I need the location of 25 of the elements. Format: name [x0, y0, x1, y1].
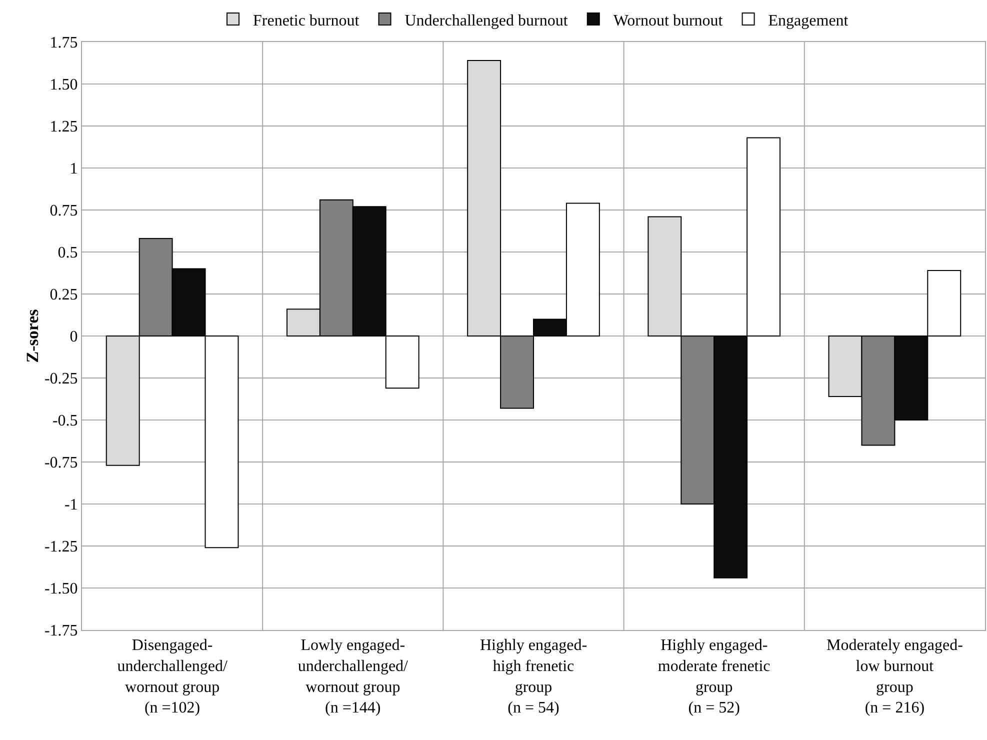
y-tick-label: -1.50 — [44, 580, 78, 598]
x-tick-label: Highly engaged- moderate frenetic group (n = 52) — [658, 637, 770, 717]
y-tick-label: 1.50 — [50, 76, 78, 94]
x-tick-label: Moderately engaged- low burnout group (n = 216) — [826, 637, 963, 717]
legend-label: Frenetic burnout — [253, 12, 360, 30]
y-tick-label: 1.25 — [50, 118, 78, 136]
y-tick-label: 1 — [70, 160, 78, 178]
x-tick-label: Lowly engaged- underchallenged/ wornout group (n =144) — [298, 637, 409, 717]
y-tick-label: -0.5 — [52, 412, 78, 430]
x-tick-label: Disengaged- underchallenged/ wornout group (n =102) — [117, 637, 228, 717]
y-tick-label: -1 — [64, 496, 78, 514]
y-axis-title: Z-sores — [23, 308, 42, 363]
y-tick-label: 0.25 — [50, 286, 78, 304]
y-tick-label: -0.25 — [44, 370, 78, 388]
legend-label: Wornout burnout — [613, 12, 724, 30]
x-tick-label: Highly engaged- high frenetic group (n = 54) — [480, 637, 588, 717]
y-tick-label: 0.5 — [58, 244, 78, 262]
legend-label: Underchallenged burnout — [404, 12, 568, 30]
y-tick-label: -0.75 — [44, 454, 78, 472]
y-tick-label: 1.75 — [50, 34, 78, 52]
y-tick-label: 0 — [70, 328, 78, 346]
y-tick-label: 0.75 — [50, 202, 78, 220]
legend-label: Engagement — [768, 12, 849, 30]
y-tick-label: -1.75 — [44, 622, 78, 640]
y-tick-label: -1.25 — [44, 538, 78, 556]
